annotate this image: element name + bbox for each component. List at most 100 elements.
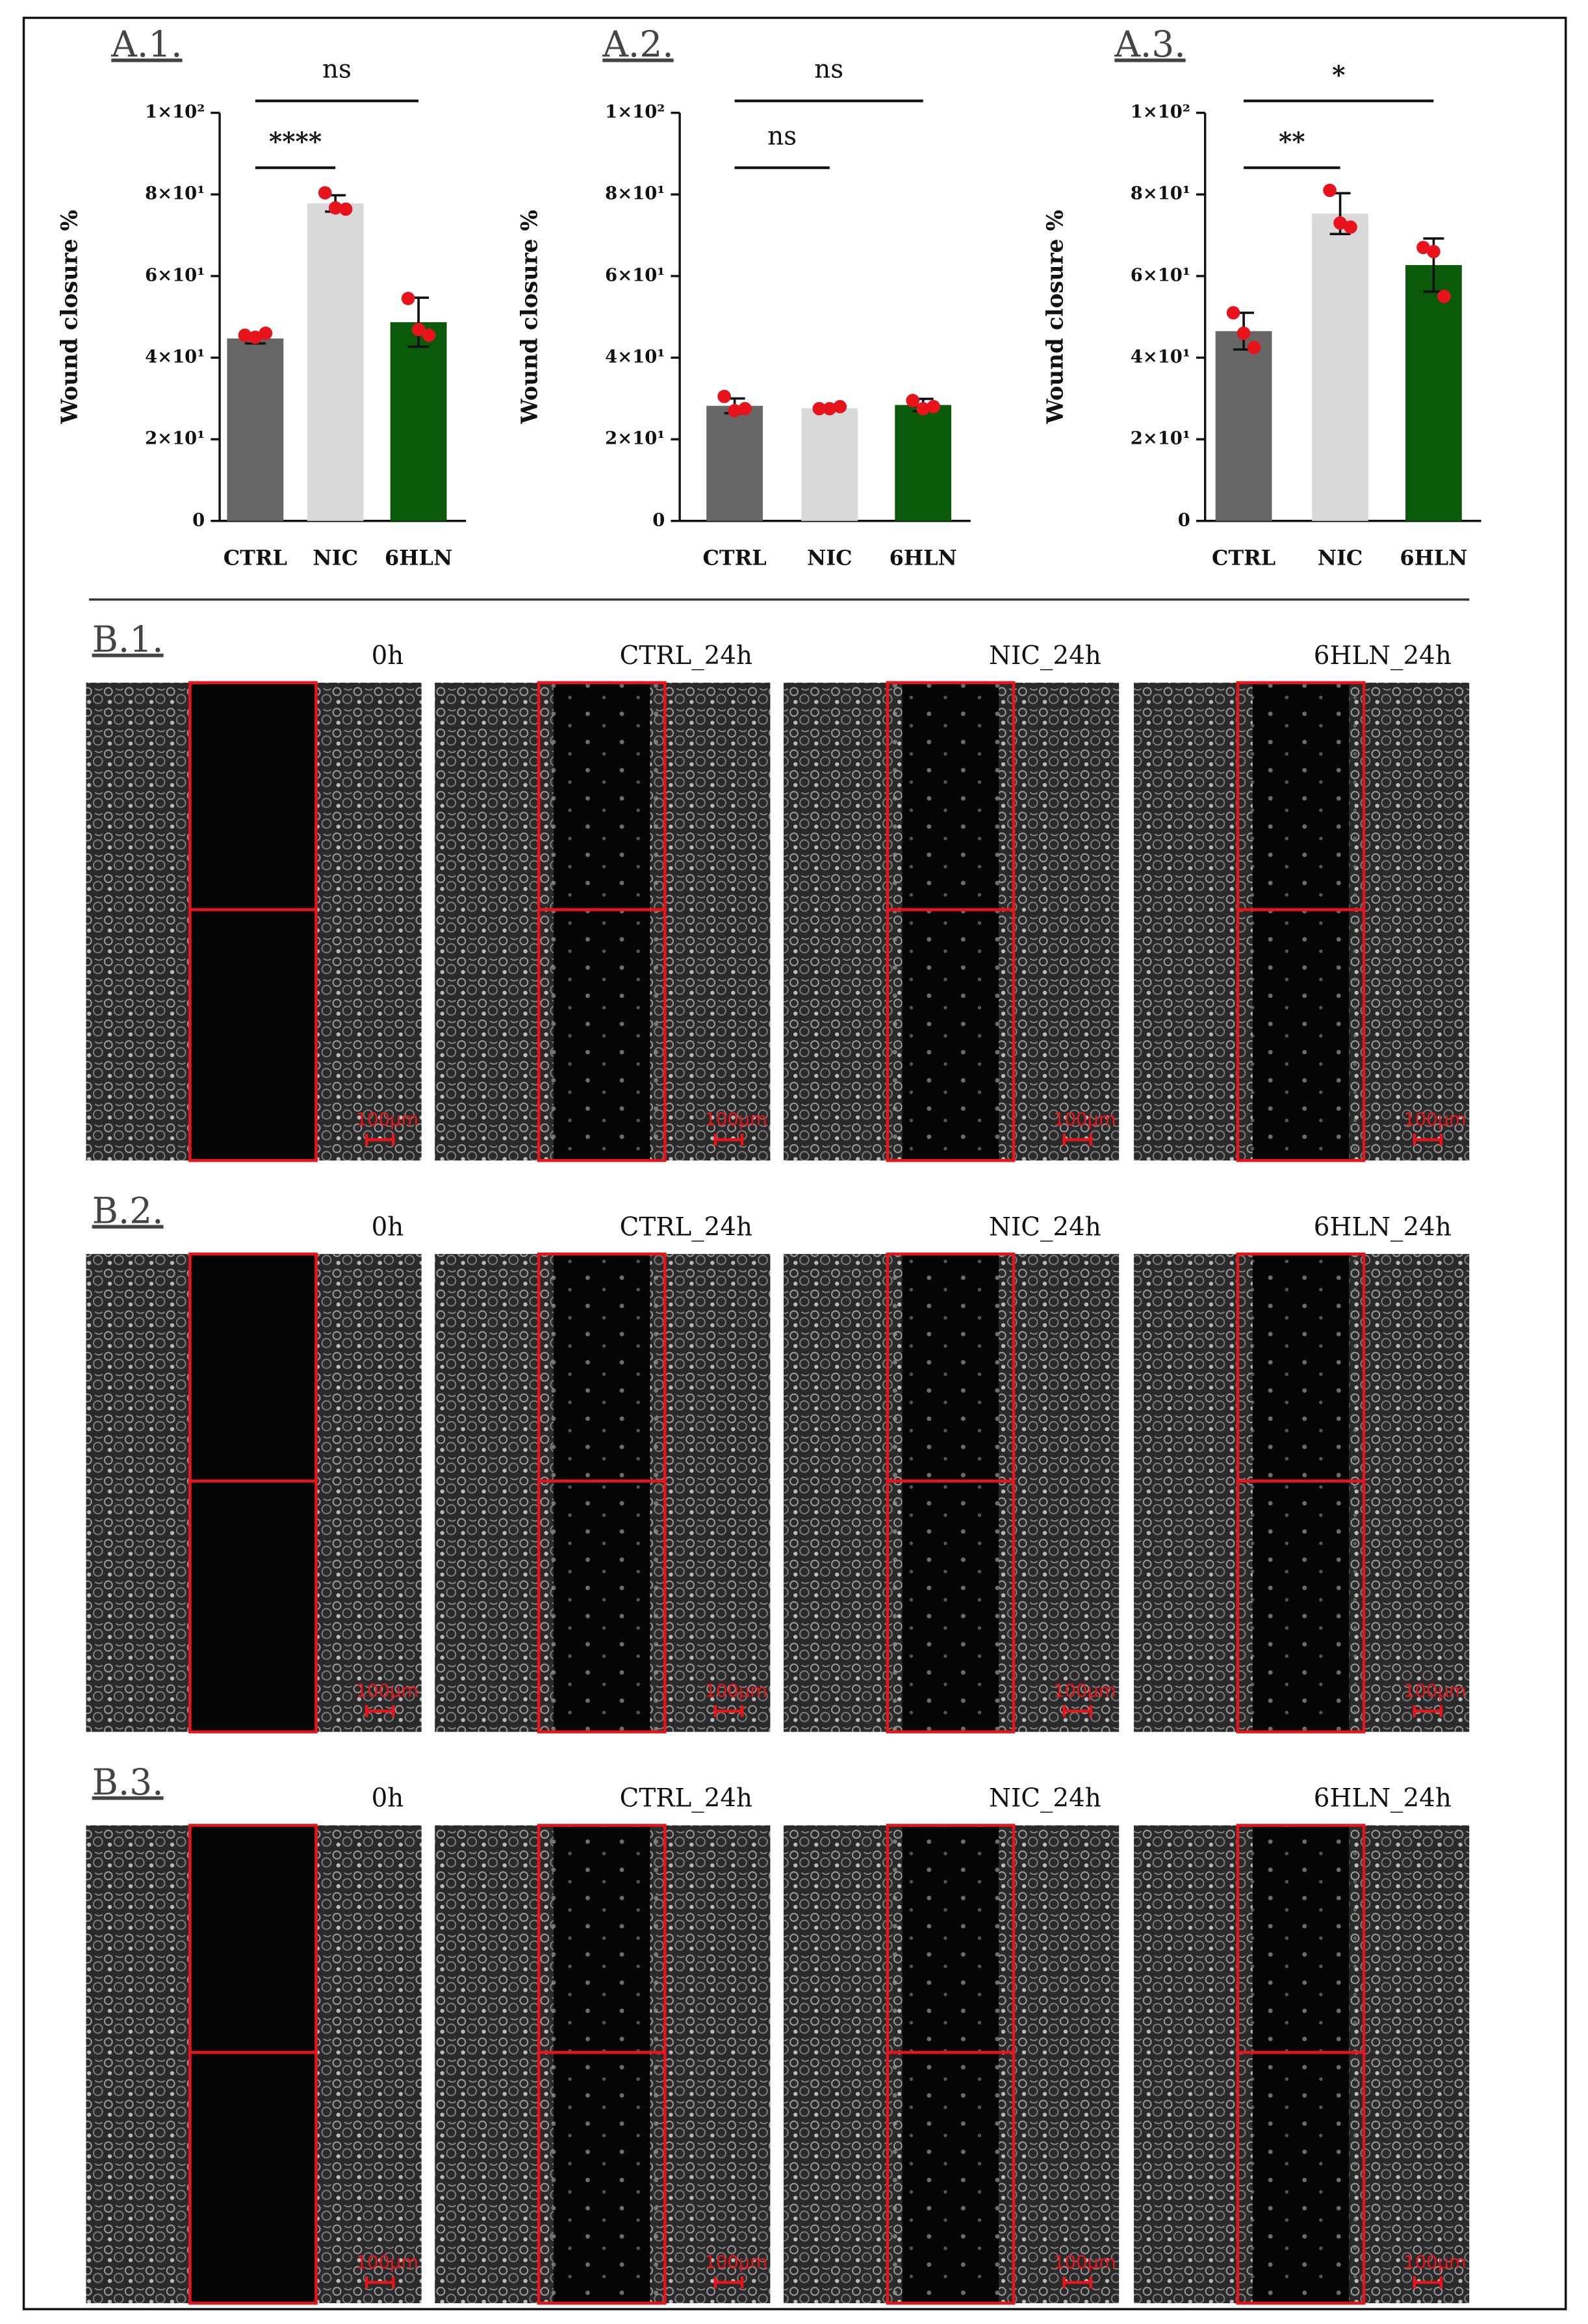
y-tick-label: 2×10¹	[1131, 428, 1190, 449]
wound-box	[537, 1252, 667, 1733]
y-tick-label: 0	[192, 509, 205, 530]
data-point	[1247, 340, 1261, 355]
scale-bar	[713, 2276, 744, 2289]
y-tick-label: 8×10¹	[145, 183, 205, 204]
bar	[307, 203, 364, 521]
scale-bar-label: 100μm	[1403, 1681, 1466, 1701]
image-caption: CTRL_24h	[620, 1784, 752, 1813]
data-point	[339, 202, 353, 216]
data-point	[1226, 306, 1240, 320]
y-tick-label: 4×10¹	[1131, 346, 1190, 367]
scale-bar-label: 100μm	[704, 1681, 767, 1701]
bar	[801, 408, 858, 521]
scale-bar	[1062, 2276, 1093, 2289]
scale-bar-label: 100μm	[1403, 1110, 1466, 1130]
image-caption: 6HLN_24h	[1314, 641, 1452, 670]
scale-bar	[1062, 1705, 1093, 1717]
data-point	[833, 400, 847, 414]
data-point	[1344, 220, 1357, 234]
wound-box	[188, 1824, 318, 2305]
data-point	[401, 292, 415, 305]
x-tick-label: CTRL	[224, 546, 287, 570]
wound-box	[886, 1824, 1016, 2305]
y-tick-label: 8×10¹	[605, 183, 665, 204]
image-caption: NIC_24h	[989, 641, 1101, 670]
panel-label: B.2.	[92, 1190, 164, 1231]
data-point	[1236, 326, 1251, 340]
scale-bar	[365, 2276, 395, 2289]
scale-bar-label: 100μm	[1053, 1110, 1116, 1130]
scale-bar-label: 100μm	[356, 2253, 418, 2273]
data-point	[328, 201, 342, 215]
x-tick-label: NIC	[1318, 546, 1363, 570]
significance-label: ns	[322, 55, 352, 84]
scale-bar-label: 100μm	[1053, 2253, 1116, 2273]
y-tick-label: 1×10²	[145, 101, 205, 122]
migrated-cells	[539, 1825, 665, 2303]
x-tick-label: NIC	[313, 546, 358, 570]
data-point	[1437, 290, 1451, 303]
migrated-cells	[887, 682, 1014, 1161]
migrated-cells	[1237, 682, 1364, 1161]
y-tick-label: 0	[1178, 509, 1190, 530]
scale-bar	[1413, 1705, 1443, 1717]
scale-bar-label: 100μm	[356, 1110, 418, 1130]
migrated-cells	[1237, 1254, 1364, 1732]
wound-box	[188, 1252, 318, 1733]
y-tick-label: 6×10¹	[1131, 264, 1190, 285]
scale-bar-label: 100μm	[1053, 1681, 1116, 1701]
x-tick-label: 6HLN	[890, 546, 957, 570]
y-tick-label: 2×10¹	[605, 428, 665, 449]
data-point	[1323, 183, 1337, 198]
migrated-cells	[1237, 1825, 1364, 2303]
scale-bar-label: 100μm	[1403, 2253, 1466, 2273]
wound-gap	[190, 1825, 316, 2303]
y-tick-label: 1×10²	[1131, 101, 1190, 122]
y-tick-label: 4×10¹	[605, 346, 665, 367]
panel-label: A.2.	[602, 23, 673, 65]
data-point	[411, 322, 426, 337]
y-tick-label: 1×10²	[605, 101, 665, 122]
y-tick-label: 2×10¹	[145, 428, 205, 449]
frame	[22, 16, 1567, 2310]
scale-bar-label: 100μm	[356, 1681, 418, 1701]
y-tick-label: 8×10¹	[1131, 183, 1190, 204]
scale-bar-label: 100μm	[704, 2253, 767, 2273]
scale-bar	[713, 1134, 744, 1146]
image-caption: 0h	[372, 641, 404, 670]
panel-label: A.1.	[110, 23, 182, 65]
data-point	[248, 330, 263, 344]
scale-bar	[365, 1134, 395, 1146]
x-tick-label: NIC	[807, 546, 852, 570]
x-tick-label: CTRL	[1212, 546, 1275, 570]
bar	[227, 338, 284, 521]
scale-bar	[1413, 2276, 1443, 2289]
panel-label: A.3.	[1114, 23, 1185, 65]
wound-box	[537, 1824, 667, 2305]
x-tick-label: CTRL	[702, 546, 766, 570]
bar	[1215, 331, 1272, 521]
scale-bar	[1062, 1134, 1093, 1146]
image-caption: 6HLN_24h	[1314, 1212, 1452, 1242]
scale-bar	[1413, 1134, 1443, 1146]
x-tick-label: 6HLN	[385, 546, 452, 570]
significance-label: ns	[767, 121, 797, 151]
migrated-cells	[539, 1254, 665, 1732]
data-point	[738, 402, 752, 416]
data-point	[916, 402, 930, 416]
data-point	[1333, 216, 1347, 230]
wound-box	[537, 681, 667, 1162]
wound-gap	[190, 1254, 316, 1732]
y-tick-label: 6×10¹	[145, 264, 205, 285]
image-caption: 0h	[372, 1212, 404, 1242]
significance-label: ****	[269, 128, 322, 157]
y-tick-label: 4×10¹	[145, 346, 205, 367]
scale-bar-label: 100μm	[704, 1110, 767, 1130]
data-point	[1416, 240, 1430, 255]
panel-label: B.1.	[92, 619, 164, 660]
scale-bar	[365, 1705, 395, 1717]
y-tick-label: 0	[652, 509, 665, 530]
wound-box	[1236, 681, 1366, 1162]
wound-box	[886, 1252, 1016, 1733]
